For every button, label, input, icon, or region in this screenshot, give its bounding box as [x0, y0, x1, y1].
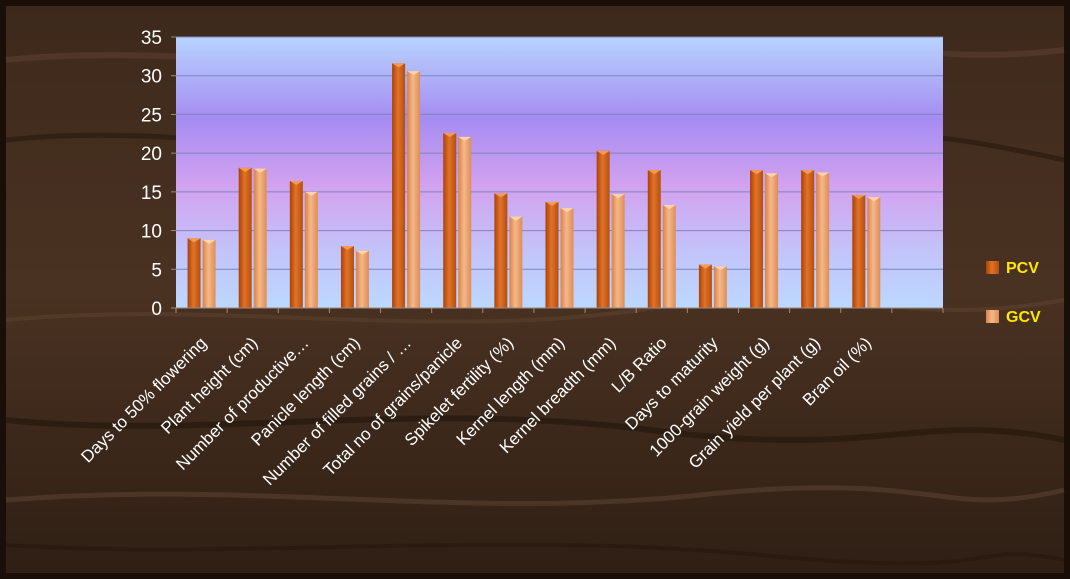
legend: PCV GCV [986, 260, 1041, 326]
bar-gcv [867, 197, 881, 308]
bar-pcv [647, 170, 661, 308]
bar-pcv [443, 133, 457, 308]
bar-cap-gcv [713, 266, 727, 271]
y-tick-label: 10 [141, 222, 162, 243]
y-tick-label: 35 [141, 28, 162, 49]
bar-cap-gcv [202, 239, 216, 244]
y-tick-label: 5 [151, 260, 162, 281]
legend-item-pcv: PCV [986, 260, 1039, 277]
plot-area [176, 37, 943, 308]
y-tick-label: 0 [151, 299, 162, 320]
bar-gcv [765, 173, 779, 308]
bar-cap-pcv [494, 193, 508, 198]
legend-label-gcv: GCV [1006, 309, 1041, 326]
bar-cap-pcv [443, 133, 457, 138]
bar-pcv [750, 170, 764, 308]
bar-cap-pcv [187, 238, 201, 243]
bar-gcv [355, 250, 369, 308]
bar-cap-gcv [662, 205, 676, 210]
bar-cap-gcv [816, 172, 830, 177]
bar-cap-pcv [392, 63, 406, 68]
bar-gcv [407, 71, 421, 308]
bar-cap-gcv [509, 216, 523, 221]
bar-pcv [289, 181, 303, 308]
bar-gcv [253, 168, 267, 308]
bars [187, 63, 881, 308]
bar-cap-pcv [801, 170, 815, 175]
gridlines [176, 36, 943, 270]
legend-swatch-gcv [986, 310, 999, 323]
bar-pcv [545, 201, 559, 308]
bar-cap-gcv [407, 71, 421, 76]
bar-gcv [662, 205, 676, 308]
bar-cap-gcv [765, 173, 779, 178]
bar-pcv [494, 193, 508, 308]
bar-cap-pcv [698, 264, 712, 269]
bar-pcv [392, 63, 406, 308]
y-axis: 0 5 10 15 20 25 30 35 [141, 28, 176, 320]
bar-cap-pcv [289, 181, 303, 186]
bar-cap-gcv [253, 168, 267, 173]
bar-pcv [596, 150, 610, 308]
bar-cap-gcv [304, 191, 318, 196]
bar-pcv [801, 170, 815, 308]
bar-gcv [304, 191, 318, 308]
bar-cap-pcv [596, 150, 610, 155]
y-tick-label: 20 [141, 144, 162, 165]
bar-cap-gcv [355, 250, 369, 255]
bar-gcv [202, 239, 216, 308]
bar-cap-gcv [867, 197, 881, 202]
bar-pcv [852, 194, 866, 308]
bar-gcv [509, 216, 523, 308]
y-tick-label: 30 [141, 67, 162, 88]
legend-label-pcv: PCV [1006, 260, 1039, 277]
bar-pcv [187, 238, 201, 308]
bar-cap-pcv [852, 194, 866, 199]
bar-pcv [698, 264, 712, 308]
bar-cap-pcv [545, 201, 559, 206]
legend-swatch-pcv [986, 261, 999, 274]
bar-cap-gcv [560, 208, 574, 213]
bar-gcv [560, 208, 574, 308]
bar-cap-pcv [647, 170, 661, 175]
bar-cap-gcv [458, 136, 472, 141]
y-tick-label: 15 [141, 183, 162, 204]
y-tick-label: 25 [141, 105, 162, 126]
bar-cap-pcv [340, 246, 354, 251]
bar-gcv [816, 172, 830, 308]
bar-gcv [713, 266, 727, 308]
bar-cap-gcv [611, 194, 625, 199]
bar-gcv [611, 194, 625, 308]
legend-item-gcv: GCV [986, 309, 1041, 326]
bar-cap-pcv [238, 167, 252, 172]
bar-pcv [238, 167, 252, 308]
bar-gcv [458, 136, 472, 308]
bar-cap-pcv [750, 170, 764, 175]
bar-pcv [340, 246, 354, 308]
